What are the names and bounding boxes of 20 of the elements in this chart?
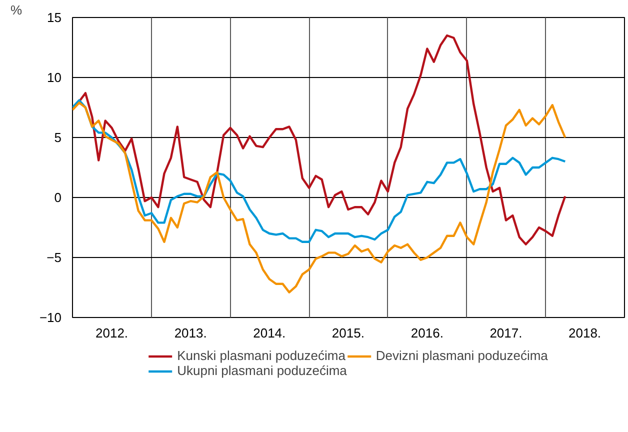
x-tick-label: 2016. xyxy=(410,326,444,340)
y-tick-label: 0 xyxy=(54,190,62,205)
x-tick-label: 2012. xyxy=(96,326,128,340)
legend-label: Kunski plasmani poduzećima xyxy=(177,348,346,363)
y-tick-label: 15 xyxy=(47,10,62,25)
line-series xyxy=(72,102,566,294)
legend-label: Devizni plasmani poduzećima xyxy=(376,348,548,363)
x-tick-label: 2018. xyxy=(568,326,602,340)
y-axis-title: % xyxy=(10,2,22,18)
x-tick-label: 2014. xyxy=(253,326,286,340)
legend-label: Ukupni plasmani poduzećima xyxy=(177,363,347,378)
x-tick-label: 2015. xyxy=(332,326,364,340)
x-tick-label: 2017. xyxy=(490,326,522,340)
y-tick-label: 10 xyxy=(47,70,62,85)
y-tick-label: −10 xyxy=(39,310,62,325)
y-tick-label: 5 xyxy=(54,130,62,145)
y-tick-label: −5 xyxy=(46,250,62,265)
x-tick-label: 2013. xyxy=(174,326,207,340)
line-series xyxy=(72,99,566,243)
line-series xyxy=(72,34,566,246)
